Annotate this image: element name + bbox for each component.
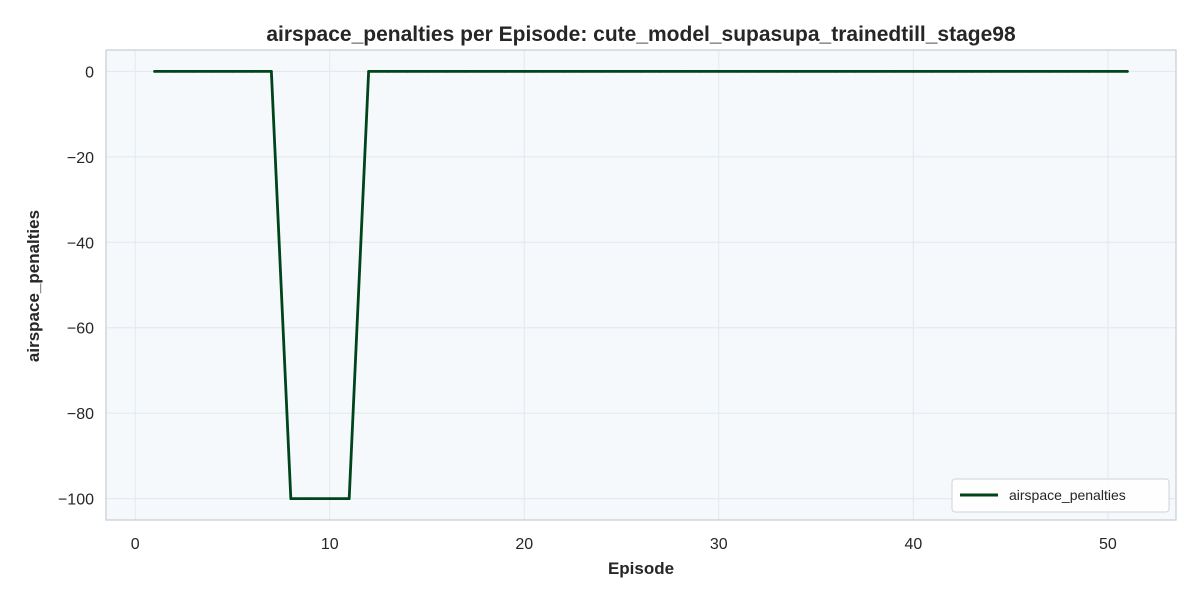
- data-point: [736, 70, 740, 73]
- data-point: [328, 497, 332, 500]
- plot-frame: [105, 49, 1177, 521]
- data-point: [289, 497, 293, 500]
- data-point: [1009, 70, 1012, 73]
- legend-box: [951, 478, 1170, 513]
- x-tick-label: 30: [710, 536, 728, 553]
- x-tick-label: 20: [515, 536, 533, 553]
- data-point: [756, 70, 760, 73]
- x-axis-label: Episode: [608, 559, 674, 578]
- data-point: [561, 70, 565, 73]
- data-point: [970, 70, 974, 73]
- data-point: [211, 70, 215, 73]
- series-layer: [153, 69, 1129, 501]
- data-point: [717, 70, 721, 73]
- y-tick-label: −40: [67, 235, 94, 252]
- data-point: [1106, 70, 1110, 73]
- legend: airspace_penalties: [951, 478, 1170, 513]
- y-tick-label: −80: [67, 406, 94, 423]
- data-point: [931, 70, 935, 73]
- y-tick-label: −60: [67, 321, 94, 338]
- data-point: [406, 70, 409, 73]
- data-point: [950, 70, 954, 73]
- y-tick-label: −20: [67, 150, 94, 167]
- x-tick-label: 0: [131, 536, 140, 553]
- data-point: [425, 70, 429, 73]
- data-point: [698, 70, 701, 73]
- data-point: [270, 70, 273, 73]
- data-point: [620, 70, 623, 73]
- data-point: [386, 70, 390, 73]
- x-tick-label: 10: [321, 536, 339, 553]
- plot-area: [106, 50, 1176, 520]
- x-tick-label: 40: [904, 536, 922, 553]
- data-point: [1028, 70, 1032, 73]
- legend-label: airspace_penalties: [1009, 487, 1126, 503]
- data-point: [600, 70, 604, 73]
- data-point: [347, 497, 351, 500]
- data-point: [795, 70, 798, 73]
- data-point: [445, 70, 448, 73]
- data-point: [367, 70, 370, 73]
- data-point: [581, 70, 584, 73]
- data-point: [912, 70, 915, 73]
- data-point: [308, 497, 312, 500]
- data-point: [522, 70, 526, 73]
- data-point: [678, 70, 682, 73]
- y-axis-label: airspace_penalties: [24, 210, 43, 362]
- data-point: [639, 70, 643, 73]
- data-point: [1067, 70, 1071, 73]
- tick-labels: 0 10 20 30 40 50 0 −20 −40 −60 −80 −100: [58, 64, 1117, 553]
- data-point: [1048, 70, 1051, 73]
- grid-lines: [106, 50, 1176, 520]
- data-point: [542, 70, 546, 73]
- data-point: [775, 70, 779, 73]
- data-point: [853, 70, 857, 73]
- data-point: [989, 70, 993, 73]
- chart-title: airspace_penalties per Episode: cute_mod…: [266, 23, 1016, 46]
- y-tick-label: 0: [85, 64, 94, 81]
- data-point: [873, 70, 876, 73]
- data-point: [172, 70, 176, 73]
- data-point: [659, 70, 662, 73]
- data-point: [503, 70, 507, 73]
- data-point: [814, 70, 818, 73]
- y-tick-label: −100: [58, 492, 94, 509]
- data-point: [153, 70, 156, 73]
- data-point: [250, 70, 254, 73]
- data-point: [231, 70, 234, 73]
- data-point: [892, 70, 896, 73]
- data-point: [484, 70, 487, 73]
- data-point: [1126, 70, 1129, 73]
- data-point: [1087, 70, 1090, 73]
- x-tick-label: 50: [1099, 536, 1117, 553]
- data-point: [464, 70, 468, 73]
- data-point: [834, 70, 837, 73]
- data-point: [192, 70, 195, 73]
